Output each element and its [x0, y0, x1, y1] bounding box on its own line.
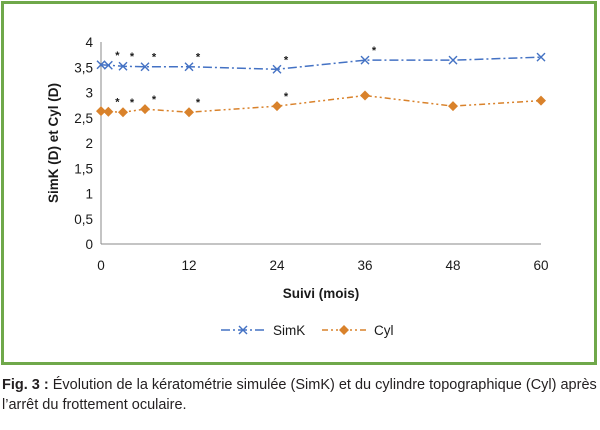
- legend-marker-cyl: [339, 325, 349, 335]
- chart-axes: SimK (D) et Cyl (D) Suivi (mois): [46, 42, 541, 301]
- significance-marker: *: [152, 52, 157, 64]
- simk-point: [448, 55, 458, 65]
- figure-caption: Fig. 3 : Évolution de la kératométrie si…: [2, 375, 598, 415]
- y-tick-label: 3: [85, 86, 93, 101]
- cyl-line: [100, 94, 542, 113]
- cyl-point: [140, 104, 150, 115]
- significance-marker: *: [372, 45, 377, 57]
- y-tick-label: 1: [85, 187, 93, 202]
- caption-label: Fig. 3 :: [2, 377, 49, 393]
- simk-point: [118, 61, 128, 71]
- y-tick-label: 0,5: [74, 212, 93, 227]
- cyl-point: [536, 95, 546, 106]
- x-tick-label: 0: [97, 258, 105, 273]
- simk-point: [96, 60, 106, 70]
- cyl-point: [272, 101, 282, 112]
- y-tick-label: 2,5: [74, 111, 93, 126]
- cyl-point: [448, 101, 458, 112]
- cyl-point: [96, 106, 106, 117]
- significance-marker: *: [130, 97, 135, 109]
- cyl-point: [360, 90, 370, 101]
- significance-marker: *: [115, 50, 120, 62]
- significance-marker: *: [115, 97, 120, 109]
- simk-point: [272, 64, 282, 74]
- y-tick-label: 2: [85, 136, 93, 151]
- x-tick-labels: 0 12 24 36 48 60: [97, 258, 548, 273]
- legend-marker-simk: [238, 325, 248, 335]
- line-chart: SimK (D) et Cyl (D) Suivi (mois) 0 0,5 1 1,…: [46, 35, 549, 338]
- legend-item-cyl: Cyl: [322, 323, 394, 338]
- y-tick-label: 3,5: [74, 60, 93, 75]
- legend: SimK Cyl: [221, 323, 394, 338]
- x-tick-label: 36: [357, 258, 372, 273]
- y-tick-label: 4: [85, 35, 93, 50]
- significance-marker: *: [130, 51, 135, 63]
- significance-marker: *: [284, 54, 289, 66]
- legend-label-cyl: Cyl: [374, 323, 394, 338]
- simk-point: [103, 60, 113, 70]
- cyl-point: [103, 106, 114, 117]
- cyl-point: [118, 107, 128, 118]
- significance-marker: *: [284, 91, 289, 103]
- significance-marker: *: [152, 94, 157, 106]
- x-tick-label: 60: [533, 258, 548, 273]
- series-simk: * * * * * *: [96, 45, 546, 74]
- caption-text: Évolution de la kératométrie simulée (Si…: [2, 377, 597, 413]
- simk-point: [140, 62, 150, 72]
- x-tick-label: 24: [269, 258, 285, 273]
- x-tick-label: 12: [181, 258, 196, 273]
- cyl-point: [184, 107, 194, 118]
- significance-marker: *: [196, 97, 201, 109]
- simk-point: [184, 62, 194, 72]
- simk-line: [100, 56, 542, 71]
- x-tick-label: 48: [445, 258, 460, 273]
- y-axis-title: SimK (D) et Cyl (D): [46, 83, 61, 203]
- legend-item-simk: SimK: [221, 323, 305, 338]
- simk-point: [536, 52, 546, 62]
- y-tick-label: 1,5: [74, 161, 93, 176]
- simk-point: [360, 55, 370, 65]
- series-group: * * * * * * * * * * *: [96, 45, 546, 118]
- y-tick-label: 0: [85, 237, 93, 252]
- figure-frame: SimK (D) et Cyl (D) Suivi (mois) 0 0,5 1 1,…: [1, 1, 597, 365]
- legend-label-simk: SimK: [273, 323, 305, 338]
- x-axis-title: Suivi (mois): [283, 286, 360, 301]
- series-cyl: * * * * *: [96, 90, 546, 118]
- y-tick-labels: 0 0,5 1 1,5 2 2,5 3 3,5 4: [74, 35, 93, 252]
- significance-marker: *: [196, 52, 201, 64]
